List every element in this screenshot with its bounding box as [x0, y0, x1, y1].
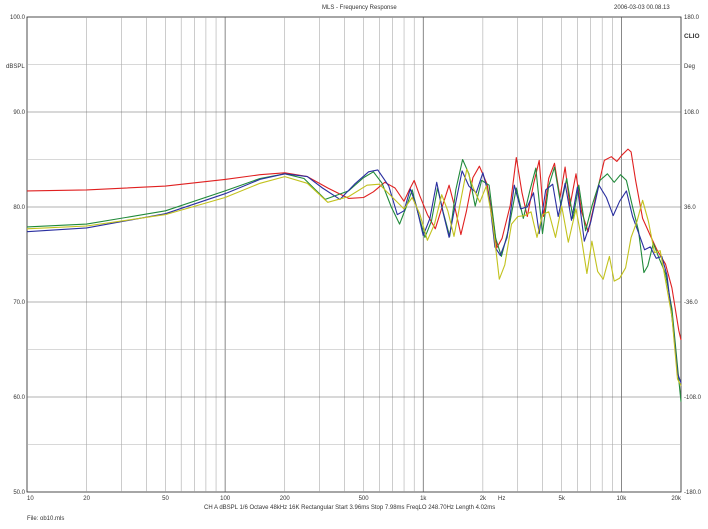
- y-axis-right: 180.0 108.0 36.0 -36.0 -108.0 -180.0: [684, 15, 702, 496]
- brand-logo: CLIO: [684, 33, 700, 40]
- x-tick-label: 2k: [480, 496, 487, 502]
- x-axis: 10 20 50 100 200 500 1k 2k 5k 10k 20k: [27, 496, 682, 502]
- x-tick-label: 20k: [671, 496, 682, 502]
- x-tick-label: 100: [220, 496, 231, 502]
- y-tick-label-right: -180.0: [684, 490, 702, 496]
- y-tick-label: 80.0: [13, 205, 25, 211]
- y-tick-label: 70.0: [13, 300, 25, 306]
- x-tick-label: 50: [162, 496, 169, 502]
- y-tick-label-right: 108.0: [684, 110, 700, 116]
- x-tick-label: 1k: [420, 496, 427, 502]
- series-line: [26, 158, 682, 402]
- y-tick-label: 100.0: [10, 15, 26, 21]
- x-tick-label: 20: [83, 496, 90, 502]
- series-line: [26, 148, 682, 341]
- x-tick-label: 200: [280, 496, 291, 502]
- file-name: File: ob10.mls: [27, 516, 65, 522]
- x-tick-label: 500: [359, 496, 370, 502]
- x-tick-label: 10: [27, 496, 34, 502]
- y-tick-label-right: 36.0: [684, 205, 696, 211]
- y-axis-left: 100.0 90.0 80.0 70.0 60.0 50.0: [10, 15, 26, 496]
- series-line: [26, 168, 682, 386]
- y-axis-label-left: dBSPL: [6, 64, 25, 70]
- y-tick-label-right: -108.0: [684, 395, 702, 401]
- grid-lines: [27, 17, 681, 492]
- measurement-settings: CH A dBSPL 1/6 Octave 48kHz 16K Rectangu…: [204, 505, 496, 511]
- y-tick-label-right: -36.0: [684, 300, 698, 306]
- series-line: [26, 169, 682, 383]
- series-lines: [26, 148, 682, 402]
- y-tick-label-right: 180.0: [684, 15, 700, 21]
- x-axis-label: Hz: [498, 496, 505, 502]
- y-tick-label: 60.0: [13, 395, 25, 401]
- chart-title: MLS - Frequency Response: [322, 5, 397, 11]
- chart-datetime: 2006-03-03 00.08.13: [614, 5, 670, 11]
- y-axis-label-right: Deg: [684, 64, 695, 70]
- y-tick-label: 90.0: [13, 110, 25, 116]
- x-tick-label: 10k: [617, 496, 628, 502]
- x-tick-label: 5k: [559, 496, 566, 502]
- y-tick-label: 50.0: [13, 490, 25, 496]
